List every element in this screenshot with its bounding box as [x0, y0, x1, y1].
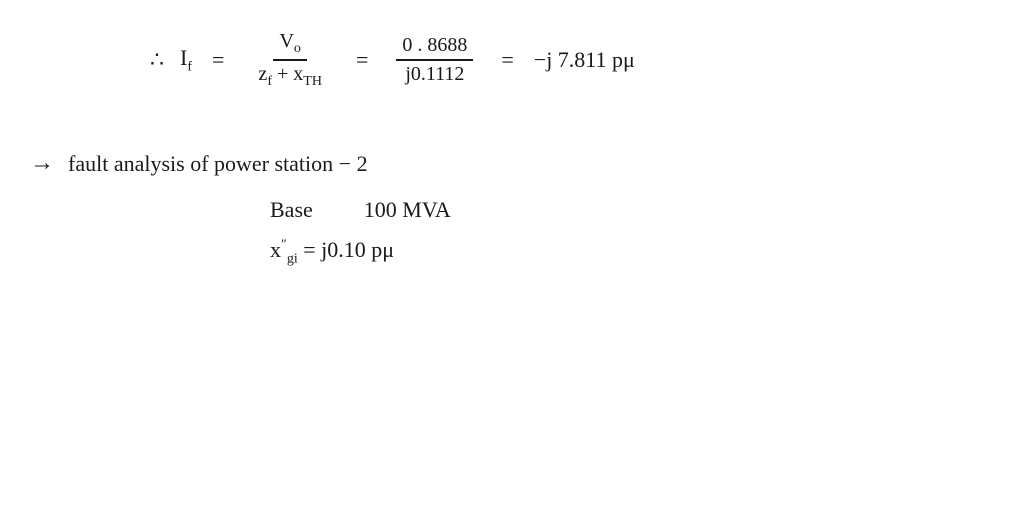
base-label: Base	[270, 197, 313, 222]
fraction-1: Vo zf + xTH	[252, 30, 328, 90]
fault-analysis-heading: → fault analysis of power station − 2	[30, 150, 950, 177]
xgi-sub: gi	[287, 251, 298, 266]
If-sub: f	[187, 59, 192, 74]
equals-3: =	[501, 47, 513, 73]
therefore-symbol: ∴	[150, 47, 164, 73]
frac2-denominator: j0.1112	[399, 61, 470, 86]
arrow-icon: →	[30, 150, 54, 177]
If-variable: If	[180, 45, 192, 75]
frac1-den-x: x	[293, 63, 303, 85]
fault-analysis-text: fault analysis of power station − 2	[68, 151, 368, 177]
frac1-den-z: z	[258, 63, 267, 85]
base-line: Base 100 MVA	[270, 197, 950, 223]
frac1-den-xsub: TH	[303, 74, 322, 89]
xgi-value: j0.10 pμ	[321, 237, 394, 262]
equals-1: =	[212, 47, 224, 73]
base-value: 100 MVA	[364, 197, 451, 222]
xgi-line: x″gi = j0.10 pμ	[270, 237, 950, 267]
result-value: −j 7.811 pμ	[534, 47, 635, 73]
frac2-numerator: 0 . 8688	[396, 34, 473, 61]
frac1-numerator: Vo	[273, 30, 306, 61]
equation-line-1: ∴ If = Vo zf + xTH = 0 . 8688 j0.1112 = …	[150, 30, 950, 90]
equals-2: =	[356, 47, 368, 73]
frac1-num-V: V	[279, 30, 293, 52]
frac1-denominator: zf + xTH	[252, 61, 328, 90]
xgi-equals: =	[303, 237, 321, 262]
fraction-2: 0 . 8688 j0.1112	[396, 34, 473, 86]
frac1-den-plus: +	[272, 63, 293, 85]
xgi-x: x	[270, 237, 281, 262]
frac1-num-sub: o	[294, 41, 301, 56]
